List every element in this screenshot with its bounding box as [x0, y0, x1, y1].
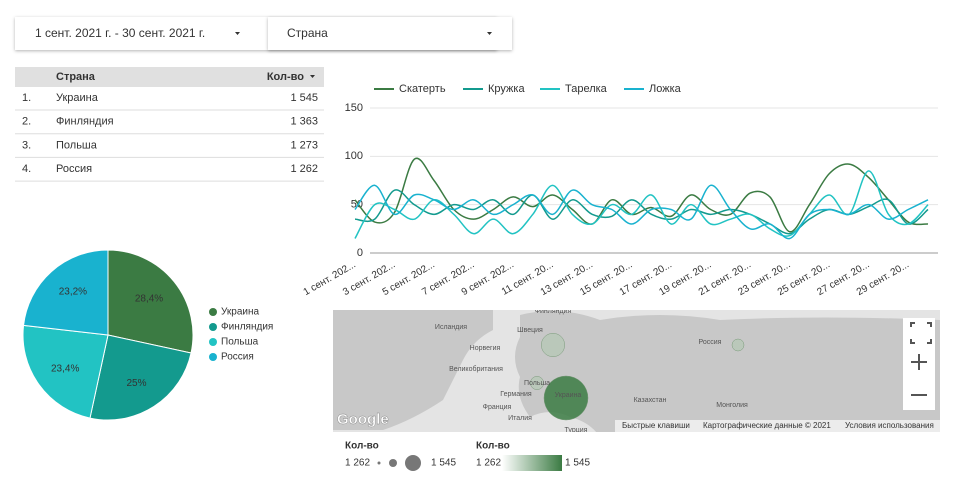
count: 1 363: [290, 116, 318, 128]
header-cell: Страна: [56, 71, 96, 83]
map-label: Украина: [555, 392, 582, 399]
header-cell[interactable]: Кол-во: [267, 71, 304, 83]
slice-label: 23,4%: [51, 363, 79, 374]
country: Финляндия: [56, 116, 114, 128]
country-filter[interactable]: [268, 17, 512, 50]
map-label: Швеция: [517, 327, 543, 334]
slice-label: 28,4%: [135, 293, 163, 304]
legend-label: Финляндия: [221, 322, 273, 333]
map-label: Польша: [524, 380, 550, 387]
legend-label: Скатерть: [399, 83, 446, 95]
legend-label: Ложка: [649, 83, 682, 95]
slice-label: 25%: [127, 378, 147, 389]
pie-slice: [89, 334, 192, 421]
google-logo: Google: [337, 411, 389, 428]
map-footer: [615, 420, 940, 432]
size-mid: [389, 459, 397, 467]
legend-title: Кол-во: [345, 441, 379, 452]
control-icons: [910, 322, 932, 396]
row-number: 1.: [22, 92, 31, 104]
map-footer-text: Картографические данные © 2021: [703, 421, 831, 430]
map-footer-text: Быстрые клавиши: [622, 421, 690, 430]
map-label: Казахстан: [634, 397, 667, 404]
pie-slice: [22, 249, 109, 336]
map-label: Норвегия: [470, 345, 501, 352]
map-bubble: [731, 338, 745, 352]
legend-dot: [209, 353, 217, 361]
map-bubble: [530, 376, 544, 390]
size-max: [405, 455, 421, 471]
slice-label: 23,2%: [59, 287, 87, 298]
filter-text: 1 сент. 2021 г. - 30 сент. 2021 г.: [35, 26, 205, 40]
series-line: [354, 184, 929, 240]
color-scale: [502, 455, 562, 471]
map-bubble: [541, 333, 565, 357]
row-number: 2.: [22, 116, 31, 128]
pie-slice: [107, 249, 194, 354]
legend-label: Тарелка: [565, 83, 608, 95]
y-tick-label: 100: [345, 150, 363, 162]
legend-label: Украина: [221, 307, 260, 318]
y-tick-label: 0: [357, 247, 363, 259]
legend-dot: [209, 308, 217, 316]
sort-arrow: [310, 75, 315, 78]
series-line: [354, 157, 929, 233]
legend-min: 1 262: [476, 458, 501, 469]
map-label: Финляндия: [535, 308, 572, 315]
country: Польша: [56, 139, 98, 151]
map-label: Германия: [500, 391, 532, 398]
legend-label: Россия: [221, 352, 254, 363]
y-tick-label: 150: [345, 102, 363, 114]
land: [333, 310, 940, 432]
map-label: Исландия: [435, 324, 467, 331]
count: 1 545: [290, 92, 318, 104]
count: 1 262: [290, 163, 318, 175]
count: 1 273: [290, 139, 318, 151]
map[interactable]: Исландия Швеция Финляндия Норвегия Великобри…: [333, 308, 940, 437]
map-label: Великобритания: [449, 365, 503, 373]
series-line: [354, 170, 929, 239]
pie-slice: [22, 324, 109, 419]
map-label: Россия: [699, 339, 722, 346]
map-bubble: [543, 375, 589, 421]
row-number: 3.: [22, 139, 31, 151]
map-label: Франция: [483, 404, 512, 411]
country: Россия: [56, 163, 92, 175]
row-number: 4.: [22, 163, 31, 175]
legend-title: Кол-во: [476, 441, 510, 452]
country: Украина: [56, 92, 99, 104]
legend-max: 1 545: [565, 458, 590, 469]
map-label: Турция: [565, 427, 588, 434]
map-footer-text: Условия использования: [845, 421, 934, 430]
legend-dot: [209, 338, 217, 346]
filter-text: Страна: [287, 26, 328, 40]
legend-max: 1 545: [431, 458, 456, 469]
legend-label: Польша: [221, 337, 259, 348]
legend-min: 1 262: [345, 458, 370, 469]
map-label: Италия: [508, 415, 532, 422]
legend-dot: [209, 323, 217, 331]
map-label: Монголия: [716, 402, 748, 409]
size-min: [377, 461, 381, 465]
legend-label: Кружка: [488, 83, 525, 95]
table-header: [15, 67, 324, 87]
